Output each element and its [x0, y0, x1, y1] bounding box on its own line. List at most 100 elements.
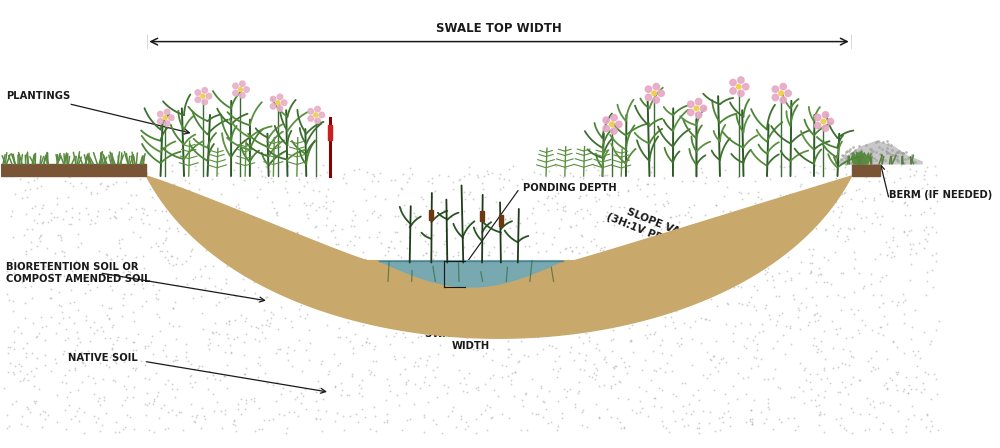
Point	[737, 228, 753, 235]
Circle shape	[743, 84, 749, 90]
Point	[885, 224, 901, 232]
Point	[783, 276, 799, 283]
Point	[354, 341, 370, 349]
Point	[262, 168, 278, 175]
Point	[543, 276, 559, 283]
Point	[211, 298, 227, 305]
Point	[615, 298, 631, 306]
Point	[209, 208, 225, 215]
Point	[583, 238, 599, 245]
Point	[57, 407, 73, 414]
Point	[851, 377, 867, 384]
Point	[846, 151, 862, 159]
Point	[885, 337, 901, 345]
Point	[722, 210, 738, 217]
Point	[816, 366, 832, 374]
Point	[293, 400, 309, 407]
Point	[265, 177, 281, 184]
Point	[418, 250, 434, 257]
Point	[390, 191, 406, 198]
Point	[557, 291, 573, 298]
Point	[510, 278, 526, 285]
Point	[331, 324, 347, 332]
Point	[34, 219, 50, 226]
Point	[536, 305, 552, 312]
Point	[817, 388, 833, 395]
Point	[102, 214, 118, 221]
Point	[876, 312, 892, 319]
Point	[55, 215, 71, 223]
Point	[103, 352, 119, 359]
Point	[86, 413, 102, 420]
Point	[249, 240, 265, 247]
Point	[482, 320, 498, 327]
Circle shape	[779, 91, 783, 95]
Point	[912, 354, 928, 361]
Point	[101, 205, 117, 212]
Point	[811, 213, 827, 220]
Point	[913, 416, 929, 423]
Point	[214, 425, 230, 432]
Point	[40, 218, 56, 225]
Point	[310, 406, 326, 414]
Point	[241, 238, 257, 246]
Point	[742, 320, 758, 327]
Point	[399, 178, 415, 185]
Point	[61, 366, 77, 374]
Point	[644, 164, 660, 171]
Point	[643, 252, 659, 259]
Point	[564, 277, 580, 284]
Point	[676, 422, 692, 430]
Point	[574, 233, 590, 240]
Point	[424, 193, 440, 200]
Point	[154, 248, 170, 255]
Circle shape	[645, 86, 652, 92]
Point	[798, 303, 814, 310]
Point	[359, 216, 375, 224]
Point	[540, 420, 556, 427]
Point	[845, 143, 861, 151]
Point	[399, 416, 415, 423]
Point	[456, 172, 472, 180]
Point	[49, 258, 65, 265]
Point	[821, 199, 837, 206]
Point	[762, 176, 778, 183]
Point	[926, 183, 942, 190]
Point	[406, 400, 422, 407]
Point	[174, 260, 190, 267]
Point	[296, 182, 312, 190]
Point	[516, 351, 532, 358]
Point	[23, 367, 39, 374]
Point	[846, 224, 862, 231]
Point	[20, 377, 36, 384]
Point	[568, 244, 584, 251]
Point	[710, 367, 726, 374]
Point	[743, 294, 759, 301]
Point	[801, 245, 817, 252]
Point	[646, 330, 662, 337]
Point	[85, 375, 101, 382]
Point	[270, 247, 286, 254]
Point	[767, 220, 783, 227]
Point	[468, 325, 484, 332]
Point	[73, 239, 89, 246]
Point	[844, 429, 860, 436]
Point	[199, 230, 215, 237]
Point	[83, 190, 99, 197]
Circle shape	[611, 114, 617, 121]
Point	[426, 262, 442, 269]
Point	[313, 277, 329, 284]
Point	[912, 193, 928, 200]
Point	[83, 217, 99, 224]
Text: BIORETENTION SOIL OR
COMPOST AMENDED SOIL: BIORETENTION SOIL OR COMPOST AMENDED SOI…	[6, 262, 151, 284]
Point	[48, 359, 64, 366]
Point	[249, 193, 265, 200]
Point	[809, 371, 825, 378]
Point	[123, 214, 139, 221]
Point	[896, 310, 912, 318]
Point	[571, 349, 587, 357]
Point	[665, 407, 681, 414]
Point	[818, 225, 834, 233]
Point	[273, 303, 289, 310]
Point	[310, 377, 326, 384]
